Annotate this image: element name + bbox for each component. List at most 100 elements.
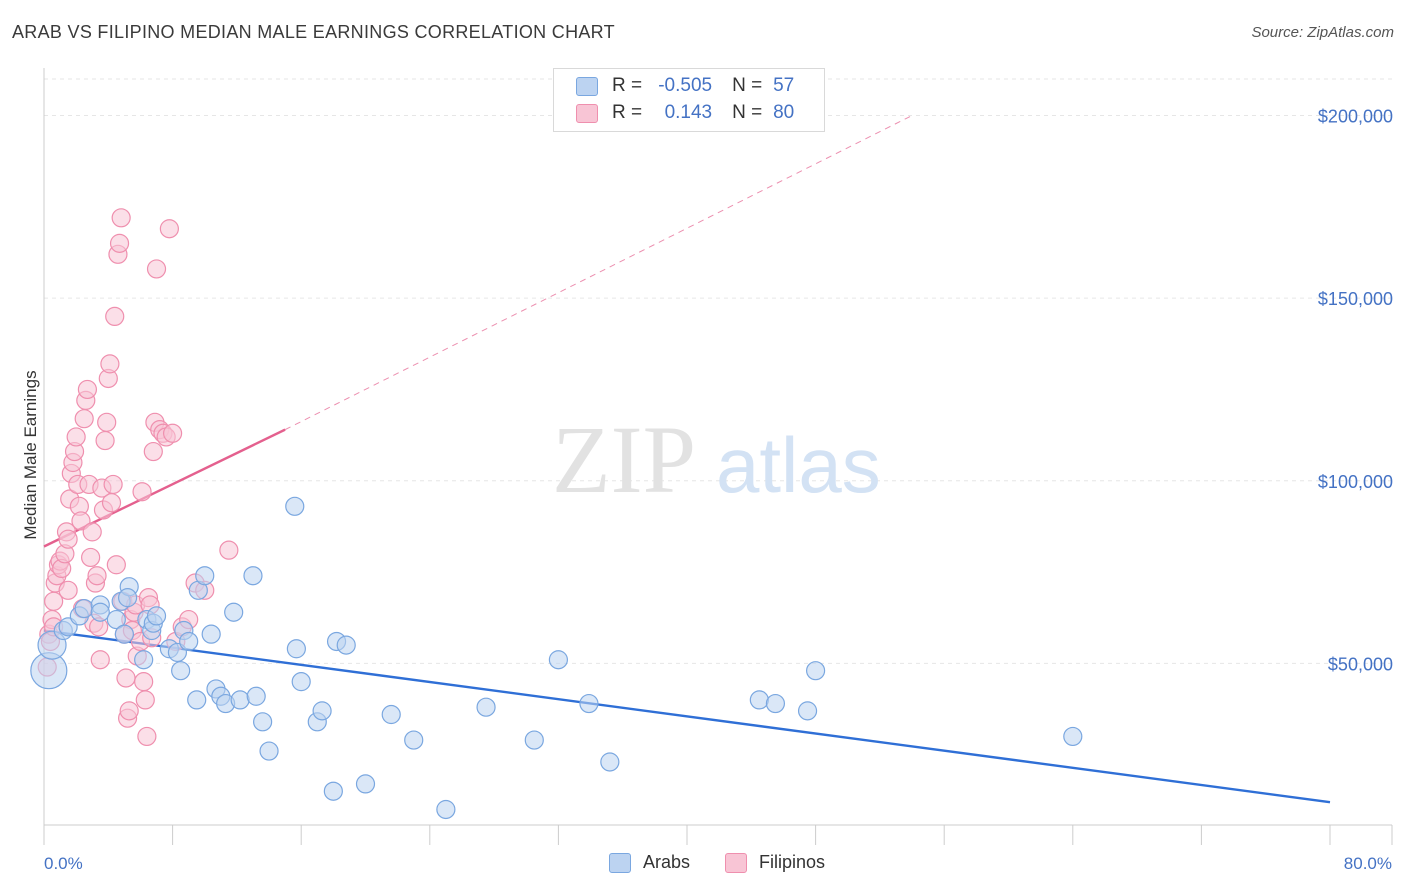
legend-row-filipinos: R = 0.143 N = 80 xyxy=(576,100,794,126)
point-filipinos xyxy=(119,701,139,721)
series-legend-filipinos[interactable]: Filipinos xyxy=(725,852,825,873)
point-filipinos xyxy=(163,423,183,443)
point-filipinos xyxy=(74,409,94,429)
point-arabs xyxy=(805,661,826,681)
legend-r-value: 0.143 xyxy=(664,102,713,123)
point-filipinos xyxy=(97,412,117,432)
point-arabs xyxy=(74,598,94,619)
trend-extension-filipinos xyxy=(284,115,913,431)
point-arabs xyxy=(476,697,496,717)
point-arabs xyxy=(243,566,263,586)
point-filipinos xyxy=(82,522,102,542)
series-arabs xyxy=(30,496,1083,820)
point-filipinos xyxy=(146,259,167,279)
point-arabs xyxy=(285,496,305,516)
point-arabs xyxy=(201,624,221,644)
series-legend: Arabs Filipinos xyxy=(0,852,1406,878)
filipinos-swatch xyxy=(725,852,747,873)
legend-swatch-arabs xyxy=(576,76,598,96)
point-filipinos xyxy=(81,547,101,568)
point-filipinos xyxy=(58,580,78,600)
point-filipinos xyxy=(66,427,86,447)
point-filipinos xyxy=(109,233,130,253)
point-arabs xyxy=(548,650,569,670)
point-arabs xyxy=(355,774,376,794)
point-arabs xyxy=(114,624,134,644)
axes xyxy=(43,68,1393,845)
legend-r-label: R = xyxy=(612,75,643,96)
point-filipinos xyxy=(105,306,125,327)
legend-r-label: R = xyxy=(612,102,643,123)
point-arabs xyxy=(600,752,620,772)
point-filipinos xyxy=(95,430,115,451)
legend-r-value: -0.505 xyxy=(658,75,713,96)
y-tick-label: $100,000 xyxy=(1318,472,1393,492)
point-arabs xyxy=(1063,726,1083,747)
point-arabs xyxy=(146,606,167,626)
point-arabs xyxy=(286,639,306,659)
series-legend-arabs[interactable]: Arabs xyxy=(609,852,690,873)
point-filipinos xyxy=(77,379,98,400)
point-filipinos xyxy=(106,555,126,575)
point-arabs xyxy=(195,566,215,586)
y-tick-label: $50,000 xyxy=(1328,654,1393,674)
point-filipinos xyxy=(101,493,122,513)
point-arabs xyxy=(117,588,138,608)
point-filipinos xyxy=(219,540,239,560)
y-axis-label: Median Male Earnings xyxy=(21,370,40,539)
legend-n-value: 57 xyxy=(773,75,795,96)
point-filipinos xyxy=(137,726,157,747)
legend-n-value: 80 xyxy=(773,102,795,123)
chart-title: ARAB VS FILIPINO MEDIAN MALE EARNINGS CO… xyxy=(12,22,615,42)
point-arabs xyxy=(291,672,311,692)
point-arabs xyxy=(797,701,818,721)
point-arabs xyxy=(404,730,424,750)
arabs-swatch xyxy=(609,852,631,873)
point-arabs xyxy=(246,686,266,706)
point-filipinos xyxy=(143,441,163,462)
trend-line-arabs xyxy=(43,629,1331,804)
point-filipinos xyxy=(135,690,155,710)
point-arabs xyxy=(106,609,126,630)
x-tick-label-min: 0.0% xyxy=(44,854,83,873)
point-arabs xyxy=(187,690,207,710)
point-filipinos xyxy=(116,668,136,688)
point-filipinos xyxy=(90,650,110,670)
point-filipinos xyxy=(100,354,120,374)
point-filipinos xyxy=(132,482,152,502)
y-tick-label: $150,000 xyxy=(1318,289,1393,309)
point-arabs xyxy=(171,661,191,681)
legend-n-label: N = xyxy=(732,75,763,96)
legend-swatch-filipinos xyxy=(576,103,598,123)
filipinos-label: Filipinos xyxy=(759,852,826,872)
point-arabs xyxy=(579,693,599,714)
watermark: ZIP atlas xyxy=(552,406,881,513)
point-arabs xyxy=(749,690,769,710)
point-filipinos xyxy=(159,219,179,239)
point-arabs xyxy=(179,631,199,652)
watermark-zip: ZIP xyxy=(552,406,696,513)
point-arabs xyxy=(253,712,273,732)
point-arabs xyxy=(336,635,356,655)
point-arabs xyxy=(323,781,343,801)
source-label: Source: ZipAtlas.com xyxy=(1251,24,1394,41)
point-arabs xyxy=(436,799,456,820)
point-filipinos xyxy=(134,672,154,692)
point-filipinos xyxy=(111,208,131,228)
legend: R = -0.505 N = 57 R = 0.143 N = 80 xyxy=(553,68,825,132)
x-tick-label-max: 80.0% xyxy=(1344,854,1392,873)
point-arabs xyxy=(381,704,401,725)
y-tick-label: $200,000 xyxy=(1318,107,1393,127)
tick-labels: $50,000 $100,000 $150,000 $200,000 0.0% 80.0% xyxy=(44,107,1393,873)
legend-row-arabs: R = -0.505 N = 57 xyxy=(576,73,794,99)
point-arabs xyxy=(230,690,250,710)
point-filipinos xyxy=(87,566,107,586)
point-arabs xyxy=(312,701,332,721)
point-arabs xyxy=(524,730,544,750)
point-arabs xyxy=(765,693,786,714)
data-points xyxy=(30,208,1083,820)
point-filipinos xyxy=(58,529,78,549)
point-arabs xyxy=(224,602,244,622)
watermark-atlas: atlas xyxy=(716,421,881,509)
